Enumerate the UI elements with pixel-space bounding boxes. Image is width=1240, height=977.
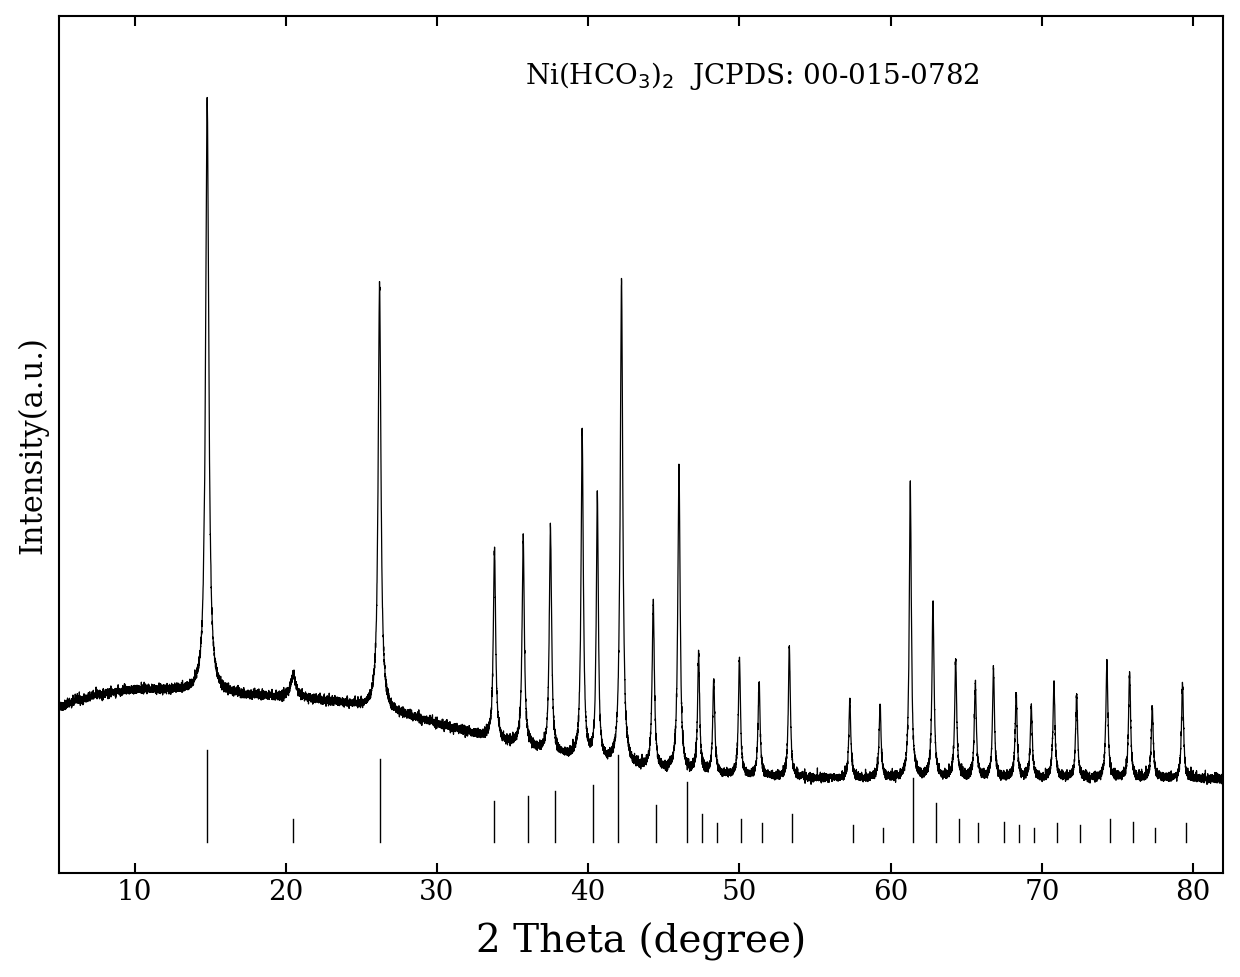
- X-axis label: 2 Theta (degree): 2 Theta (degree): [476, 922, 806, 960]
- Y-axis label: Intensity(a.u.): Intensity(a.u.): [16, 336, 48, 554]
- Text: Ni(HCO$_3$)$_2$  JCPDS: 00-015-0782: Ni(HCO$_3$)$_2$ JCPDS: 00-015-0782: [525, 60, 980, 92]
